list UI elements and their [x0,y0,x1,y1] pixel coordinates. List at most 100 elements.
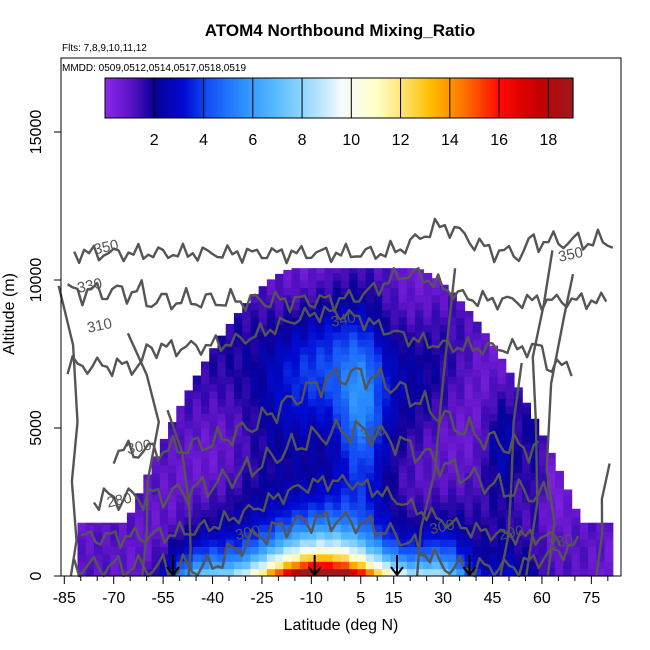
heatmap-cell [266,391,276,399]
heatmap-cell [126,553,136,562]
colorbar-segment [334,78,338,118]
heatmap-cell [406,487,416,496]
heatmap-cell [431,361,441,370]
heatmap-cell [299,287,309,296]
heatmap-cell [266,487,276,496]
heatmap-cell [448,442,457,451]
heatmap-cell [489,553,499,562]
heatmap-cell [93,522,103,525]
heatmap-cell [332,561,342,570]
heatmap-cell [324,561,334,570]
heatmap-cell [439,509,449,518]
colorbar-segment [324,78,328,118]
heatmap-cell [489,354,499,362]
colorbar-segment [302,78,306,118]
heatmap-cell [406,502,416,510]
heatmap-cell [299,398,309,407]
heatmap-cell [275,450,284,459]
heatmap-cell [184,539,194,547]
heatmap-cell [266,354,276,362]
colorbar-segment [380,78,384,118]
heatmap-cell [316,339,326,348]
colorbar-segment [543,78,547,118]
heatmap-cell [481,494,490,503]
heatmap-cell [431,494,441,503]
heatmap-cell [448,539,457,547]
colorbar-segment [425,78,429,118]
heatmap-cell [168,450,177,459]
heatmap-cell [604,561,614,570]
heatmap-cell [373,280,383,288]
heatmap-cell [250,324,260,333]
heatmap-cell [308,317,317,325]
heatmap-cell [324,472,334,481]
heatmap-cell [299,450,309,459]
colorbar-segment [193,78,197,118]
heatmap-cell [415,450,424,459]
heatmap-cell [283,269,293,274]
heatmap-cell [308,502,317,510]
heatmap-cell [324,509,334,518]
colorbar-segment [400,78,404,118]
colorbar-segment [348,78,352,118]
heatmap-cell [332,465,342,473]
x-tick-label: 30 [434,590,452,607]
heatmap-cell [373,472,383,481]
heatmap-cell [250,516,260,525]
colorbar-tick-label: 12 [392,132,410,149]
heatmap-cell [439,398,449,407]
heatmap-cell [299,294,309,303]
heatmap-cell [349,420,359,429]
heatmap-cell [192,546,202,555]
heatmap-cell [489,405,499,414]
heatmap-cell [530,546,540,555]
heatmap-cell [283,413,293,422]
heatmap-cell [546,509,556,518]
heatmap-cell [390,294,400,303]
heatmap-cell [423,568,433,577]
heatmap-cell [431,294,441,303]
heatmap-cell [538,553,548,562]
heatmap-cell [192,516,202,525]
heatmap-cell [250,383,260,392]
heatmap-cell [382,472,392,481]
heatmap-cell [439,331,449,340]
heatmap-cell [472,509,482,518]
heatmap-cell [546,553,556,562]
heatmap-cell [390,546,400,555]
heatmap-cell [266,516,276,525]
heatmap-cell [217,368,227,377]
heatmap-cell [390,420,400,429]
heatmap-cell [423,391,433,399]
heatmap-cell [398,553,408,562]
heatmap-cell [126,561,136,570]
heatmap-cell [472,502,482,510]
heatmap-cell [357,268,367,274]
colorbar-segment [188,78,192,118]
heatmap-cell [341,479,350,488]
heatmap-cell [398,487,408,496]
heatmap-cell [456,301,466,303]
heatmap-cell [373,479,383,488]
heatmap-cell [217,494,227,503]
heatmap-cell [283,494,293,503]
heatmap-cell [341,331,350,340]
heatmap-cell [456,465,466,473]
heatmap-cell [439,284,449,288]
heatmap-cell [439,479,449,488]
heatmap-cell [415,524,424,533]
heatmap-cell [217,335,227,340]
heatmap-cell [431,479,441,488]
heatmap-cell [439,302,449,311]
heatmap-cell [258,317,268,325]
colorbar-segment [484,78,488,118]
heatmap-cell [382,450,392,459]
heatmap-cell [481,368,490,377]
heatmap-cell [472,398,482,407]
colorbar-segment [154,78,158,118]
heatmap-cell [159,531,169,540]
sample-arrow-head [390,566,404,577]
heatmap-cell [168,546,177,555]
colorbar-segment [363,78,367,118]
